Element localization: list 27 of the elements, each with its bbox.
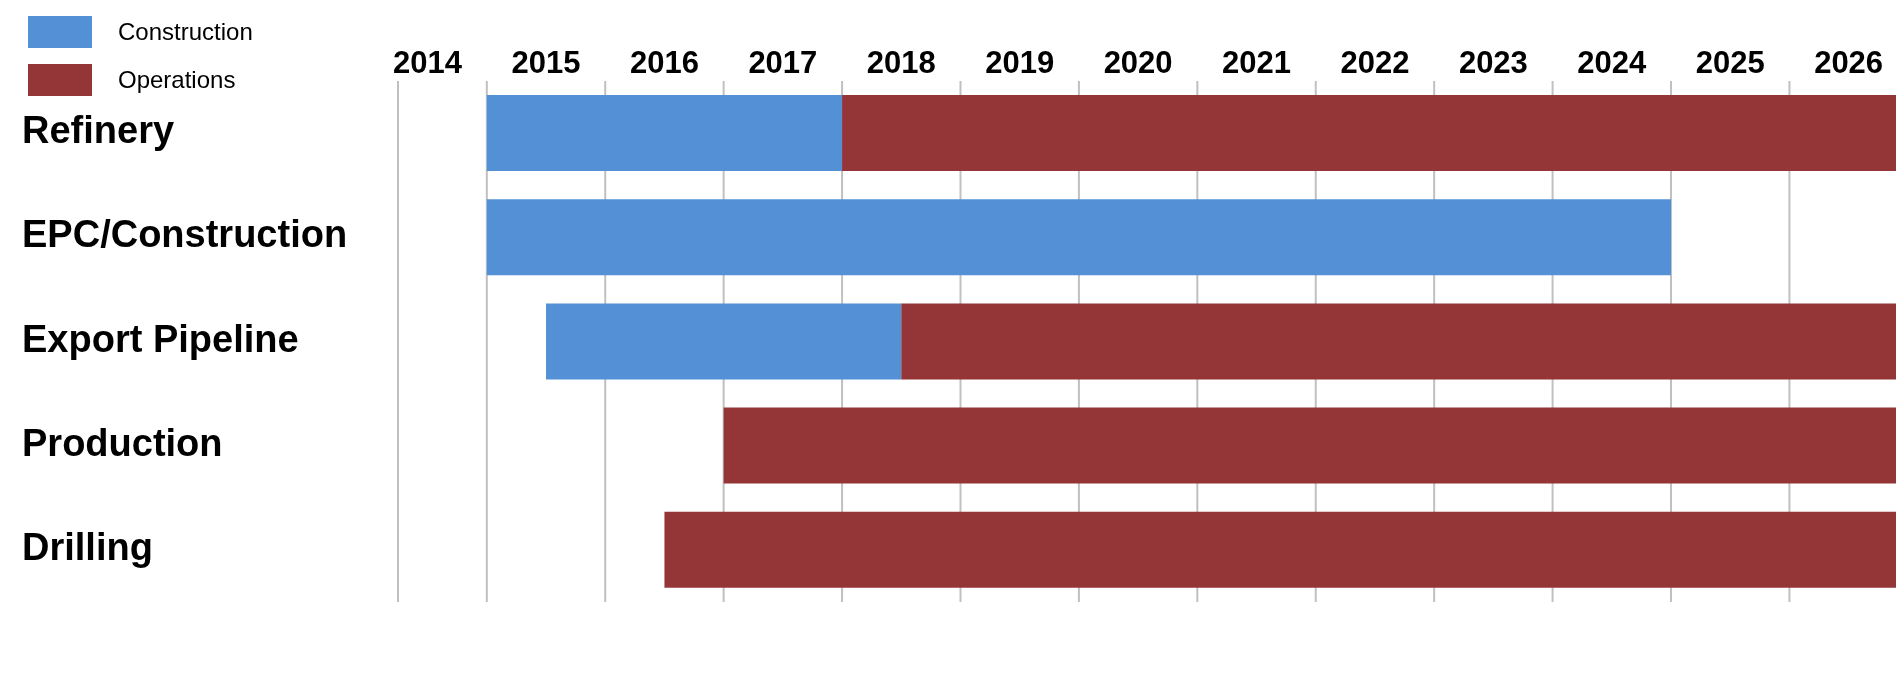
- x-tick-label: 2022: [1340, 45, 1410, 80]
- x-tick-label: 2017: [748, 45, 818, 80]
- y-tick-label: Export Pipeline: [22, 317, 299, 360]
- bar: [546, 303, 902, 380]
- x-tick-label: 2016: [629, 45, 699, 80]
- x-tick-label: 2021: [1222, 45, 1292, 80]
- bar: [486, 95, 843, 171]
- x-tick-label: 2019: [985, 45, 1055, 80]
- x-tick-label: 2020: [1103, 45, 1173, 80]
- x-tick-label: 2024: [1577, 45, 1648, 80]
- x-tick-label: 2015: [511, 45, 581, 80]
- y-tick-label: Drilling: [22, 525, 153, 568]
- y-tick-label: Refinery: [22, 109, 175, 152]
- x-tick-label: 2026: [1814, 45, 1884, 80]
- x-tick-label: 2018: [866, 45, 936, 80]
- bar: [723, 407, 1896, 484]
- bar: [901, 303, 1896, 380]
- bar: [664, 511, 1896, 588]
- x-tick-label: 2025: [1695, 45, 1765, 80]
- legend-label: Construction: [118, 17, 253, 47]
- y-tick-label: EPC/Construction: [22, 213, 348, 256]
- legend-label: Operations: [118, 65, 236, 95]
- x-tick-label: 2014: [393, 45, 463, 80]
- y-tick-label: Production: [22, 421, 223, 464]
- x-tick-label: 2023: [1458, 45, 1528, 80]
- bar: [842, 95, 1896, 171]
- bar: [486, 199, 1671, 276]
